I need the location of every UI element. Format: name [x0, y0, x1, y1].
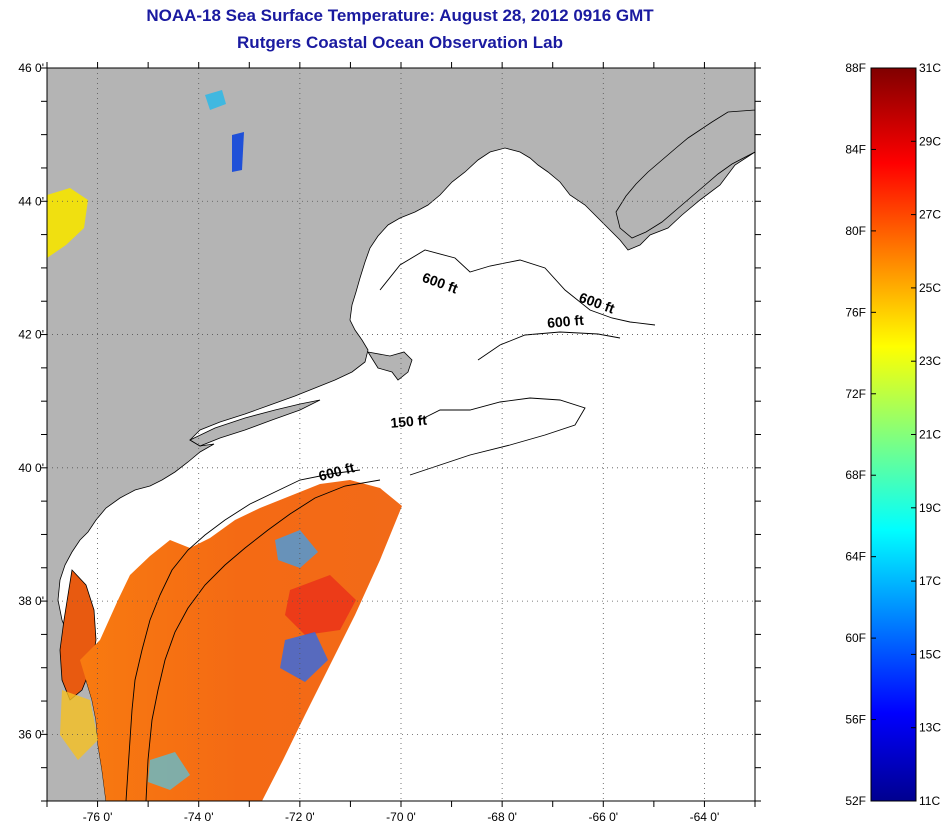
map-grid: [47, 68, 755, 801]
sst-cool-patch-2: [280, 632, 328, 682]
map-axes: -76 0' -74 0' -72 0' -70 0' -68 0' -66 0' -64 …: [18, 61, 761, 824]
colorbar-label-f: 64F: [845, 550, 866, 564]
lon-tick-label: -70 0': [386, 810, 416, 824]
colorbar-label-f: 60F: [845, 631, 866, 645]
lon-tick-label: -74 0': [184, 810, 214, 824]
land-nova-scotia: [615, 68, 755, 239]
map-subtitle: Rutgers Coastal Ocean Observation Lab: [237, 33, 563, 52]
sst-cool-patch-3: [148, 752, 190, 790]
lake-yellow-patch: [47, 188, 88, 258]
isobath-600-georges: [477, 331, 621, 361]
colorbar-label-c: 27C: [919, 208, 941, 222]
lat-tick-label: 44 0': [18, 194, 44, 208]
colorbar-label-c: 23C: [919, 354, 941, 368]
colorbar-label-f: 88F: [845, 61, 866, 75]
colorbar-label-f: 80F: [845, 224, 866, 238]
colorbar-label-f: 68F: [845, 468, 866, 482]
colorbar-label-c: 31C: [919, 61, 941, 75]
lon-tick-label: -66 0': [588, 810, 618, 824]
land-long-island: [189, 399, 321, 447]
colorbar-label-f: 56F: [845, 713, 866, 727]
colorbar-labels: 31C 29C 27C 25C 23C 21C 19C 17C 15C 13C 11C 88F 84F 8…: [845, 61, 941, 808]
lake-blue-patch: [205, 90, 226, 110]
lon-tick-label: -64 0': [690, 810, 720, 824]
colorbar-label-c: 17C: [919, 574, 941, 588]
colorbar-label-c: 21C: [919, 428, 941, 442]
colorbar-label-c: 11C: [919, 794, 940, 808]
lat-tick-label: 38 0': [18, 594, 44, 608]
colorbar-label-f: 72F: [845, 387, 866, 401]
lat-tick-label: 36 0': [18, 727, 44, 741]
colorbar-label-f: 76F: [845, 305, 866, 319]
sst-yellow-patch: [60, 690, 98, 760]
isobath-label: 600 ft: [547, 312, 585, 331]
colorbar-label-c: 25C: [919, 281, 941, 295]
isobath-150-shelf: [125, 469, 361, 802]
isobath-lines: [125, 249, 656, 802]
colorbar-label-c: 15C: [919, 647, 941, 661]
sst-warm-patch: [285, 575, 356, 635]
land-mainland: [47, 68, 755, 801]
lake-blue-patch-2: [232, 132, 244, 172]
isobath-150-georges: [409, 397, 586, 476]
colorbar-label-f: 52F: [845, 794, 866, 808]
isobath-label: 150 ft: [390, 412, 428, 431]
sst-data-region: [80, 480, 402, 801]
lat-tick-label: 42 0': [18, 328, 44, 342]
lon-tick-label: -76 0': [83, 810, 113, 824]
colorbar-label-c: 29C: [919, 134, 941, 148]
colorbar-label-c: 19C: [919, 501, 941, 515]
lon-tick-label: -68 0': [487, 810, 517, 824]
lat-tick-label: 46 0': [18, 61, 44, 75]
colorbar-label-f: 84F: [845, 142, 866, 156]
lon-tick-label: -72 0': [285, 810, 315, 824]
isobath-600-gulf-maine: [379, 249, 656, 326]
sst-cool-patch-1: [275, 530, 318, 568]
map-title: NOAA-18 Sea Surface Temperature: August …: [146, 6, 654, 25]
isobath-600-shelf: [145, 479, 381, 802]
colorbar-label-c: 13C: [919, 721, 941, 735]
sst-swath: [60, 480, 402, 801]
lat-tick-label: 40 0': [18, 461, 44, 475]
colorbar: [870, 67, 917, 802]
